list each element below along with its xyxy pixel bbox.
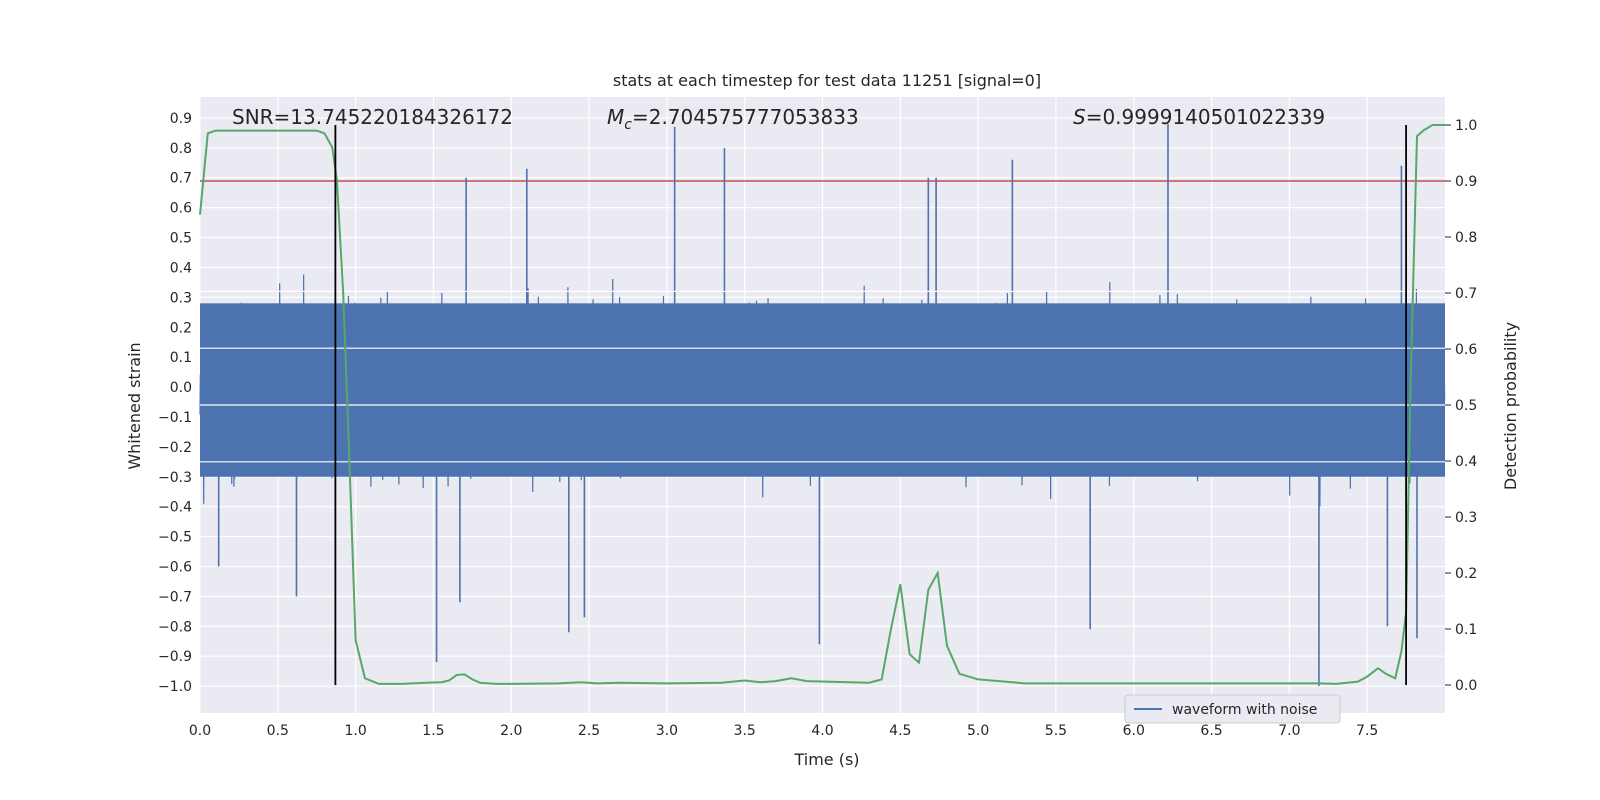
y-left-tick-label: 0.3 (170, 290, 192, 306)
y-left-tick-label: 0.6 (170, 201, 192, 217)
x-tick-label: 7.5 (1356, 723, 1378, 739)
mc-symbol: M (607, 105, 624, 129)
legend-entry: waveform with noise (1172, 702, 1317, 718)
x-tick-label: 5.0 (967, 723, 989, 739)
y-right-tick-labels: 1.0 0.9 0.8 0.7 0.6 0.5 0.4 0.3 0.2 0.1 0.0 (1445, 118, 1477, 694)
y-right-tick-label: 0.3 (1455, 510, 1477, 526)
strain-band (200, 303, 1445, 477)
y-left-tick-label: −0.8 (158, 619, 192, 635)
y-left-tick-label: 0.7 (170, 171, 192, 187)
y-right-tick-label: 0.0 (1455, 678, 1477, 694)
marker-lines (334, 125, 1407, 685)
y-left-tick-label: −0.5 (158, 530, 192, 546)
x-tick-label: 2.5 (578, 723, 600, 739)
x-tick-label: 6.0 (1123, 723, 1145, 739)
x-tick-labels: 0.0 0.5 1.0 1.5 2.0 2.5 3.0 3.5 4.0 4.5 5.0 5.5 6.0 6… (189, 723, 1378, 739)
y-left-tick-label: 0.1 (170, 350, 192, 366)
y-right-tick-label: 0.1 (1455, 622, 1477, 638)
x-tick-label: 4.5 (889, 723, 911, 739)
mc-subscript: c (624, 117, 632, 133)
y-left-tick-label: 0.2 (170, 320, 192, 336)
y-left-tick-label: −0.6 (158, 559, 192, 575)
x-tick-label: 3.5 (734, 723, 756, 739)
s-symbol: S (1073, 105, 1086, 129)
snr-annotation: SNR=13.745220184326172 (232, 105, 513, 129)
y-right-tick-label: 0.8 (1455, 230, 1477, 246)
y-left-tick-label: 0.5 (170, 231, 192, 247)
y-right-tick-label: 0.5 (1455, 398, 1477, 414)
chart-title: stats at each timestep for test data 112… (613, 71, 1041, 90)
y-left-tick-label: −0.1 (158, 410, 192, 426)
y-right-axis-label: Detection probability (1501, 322, 1520, 490)
x-tick-label: 3.0 (656, 723, 678, 739)
x-tick-label: 7.0 (1278, 723, 1300, 739)
y-right-tick-label: 0.6 (1455, 342, 1477, 358)
score-annotation: S=0.9999140501022339 (1073, 105, 1325, 129)
x-tick-label: 5.5 (1045, 723, 1067, 739)
x-tick-label: 6.5 (1200, 723, 1222, 739)
mc-value: =2.704575777053833 (632, 105, 859, 129)
y-left-tick-label: −0.9 (158, 649, 192, 665)
y-left-tick-label: −0.7 (158, 589, 192, 605)
y-left-tick-label: −1.0 (158, 679, 192, 695)
x-tick-label: 0.0 (189, 723, 211, 739)
y-left-tick-labels: 0.9 0.8 0.7 0.6 0.5 0.4 0.3 0.2 0.1 0.0 −0.1 −0.2 −0… (158, 111, 192, 695)
y-left-tick-label: 0.8 (170, 141, 192, 157)
x-axis-label: Time (s) (793, 750, 859, 769)
legend-box (1124, 694, 1341, 724)
x-tick-label: 0.5 (267, 723, 289, 739)
y-left-tick-label: −0.4 (158, 500, 192, 516)
y-right-tick-label: 0.2 (1455, 566, 1477, 582)
y-left-axis-label: Whitened strain (125, 342, 144, 469)
y-left-tick-label: 0.0 (170, 380, 192, 396)
y-right-tick-label: 0.7 (1455, 286, 1477, 302)
chirp-mass-annotation: Mc=2.704575777053833 (607, 105, 859, 133)
y-left-tick-label: −0.2 (158, 440, 192, 456)
y-left-tick-label: −0.3 (158, 470, 192, 486)
x-tick-label: 2.0 (500, 723, 522, 739)
s-value: =0.9999140501022339 (1086, 105, 1325, 129)
y-left-tick-label: 0.4 (170, 260, 192, 276)
y-left-tick-label: 0.9 (170, 111, 192, 127)
x-tick-label: 4.0 (811, 723, 833, 739)
strain-series (199, 123, 1446, 687)
detection-probability-line (199, 124, 1445, 685)
y-right-tick-label: 0.4 (1455, 454, 1477, 470)
x-tick-label: 1.5 (422, 723, 444, 739)
legend: waveform with noise (1124, 694, 1341, 724)
y-right-tick-label: 1.0 (1455, 118, 1477, 134)
x-tick-label: 1.0 (344, 723, 366, 739)
y-right-tick-label: 0.9 (1455, 174, 1477, 190)
